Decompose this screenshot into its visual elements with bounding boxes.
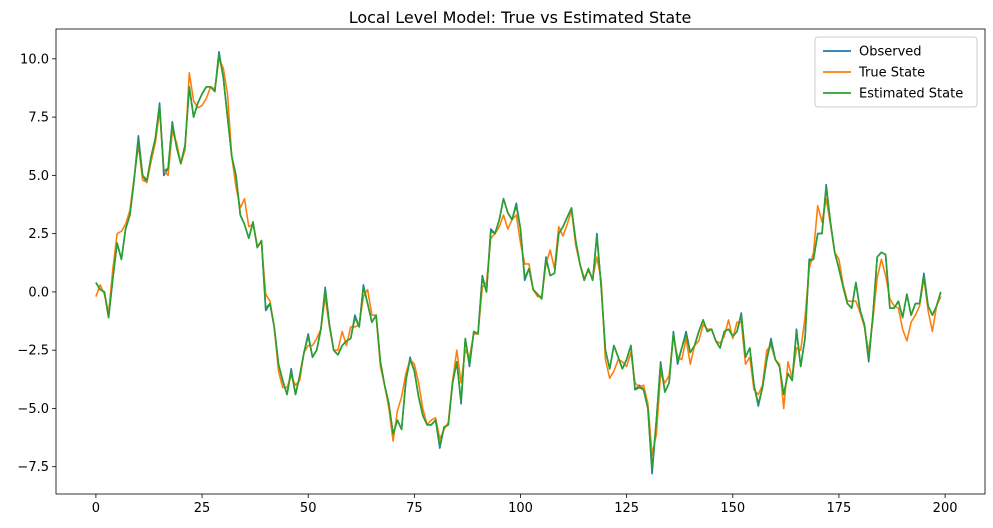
- chart-title: Local Level Model: True vs Estimated Sta…: [349, 8, 692, 27]
- series-line-true-state: [95, 57, 942, 456]
- series-line-estimated-state: [95, 53, 942, 470]
- x-tick-label: 0: [92, 501, 100, 516]
- x-tick-label: 150: [720, 501, 745, 516]
- y-axis: −7.5 −5.0 −2.5 0.0 2.5 5.0 7.5 10.0: [17, 52, 56, 475]
- x-tick-label: 100: [508, 501, 533, 516]
- series-line-observed: [95, 50, 942, 475]
- legend-box: [814, 36, 978, 108]
- y-tick-label: −2.5: [17, 344, 49, 359]
- x-tick-label: 175: [827, 501, 852, 516]
- x-tick-label: 25: [194, 501, 211, 516]
- y-tick-label: 5.0: [28, 169, 49, 184]
- x-tick-label: 50: [300, 501, 317, 516]
- legend-label: Estimated State: [859, 87, 963, 102]
- legend-label: True State: [858, 66, 925, 81]
- legend: Observed True State Estimated State: [814, 36, 978, 108]
- y-tick-label: −7.5: [17, 460, 49, 475]
- y-tick-label: −5.0: [17, 402, 49, 417]
- x-axis: 0 25 50 75 100 125 150 175 200: [92, 494, 958, 516]
- y-tick-label: 0.0: [28, 285, 49, 300]
- x-tick-label: 75: [406, 501, 423, 516]
- legend-label: Observed: [859, 45, 922, 60]
- x-tick-label: 125: [614, 501, 639, 516]
- x-tick-label: 200: [933, 501, 958, 516]
- y-tick-label: 7.5: [28, 111, 49, 126]
- y-tick-label: 10.0: [20, 52, 49, 67]
- y-tick-label: 2.5: [28, 227, 49, 242]
